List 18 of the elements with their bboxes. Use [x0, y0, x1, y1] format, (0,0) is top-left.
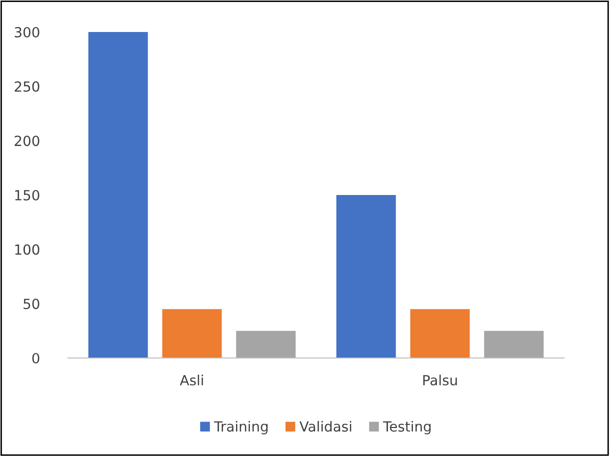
legend-label: Training [214, 420, 268, 434]
y-tick-label: 150 [15, 190, 40, 200]
y-tick-label: 200 [14, 136, 40, 146]
y-tick-label: 0 [32, 352, 40, 364]
bar [484, 330, 544, 358]
bar [410, 309, 470, 358]
bar [236, 330, 296, 358]
y-tick-label: 300 [14, 26, 40, 38]
bar [336, 195, 396, 358]
legend-label: Validasi [300, 420, 352, 432]
y-tick-label: 50 [24, 298, 40, 310]
bar [162, 309, 222, 358]
y-tick-label: 250 [14, 81, 40, 92]
legend-label: Testing [382, 420, 431, 434]
x-tick-label: Asli [180, 374, 203, 386]
bar [88, 32, 148, 358]
x-tick-label: Palsu [423, 374, 457, 386]
y-tick-label: 100 [15, 244, 40, 255]
